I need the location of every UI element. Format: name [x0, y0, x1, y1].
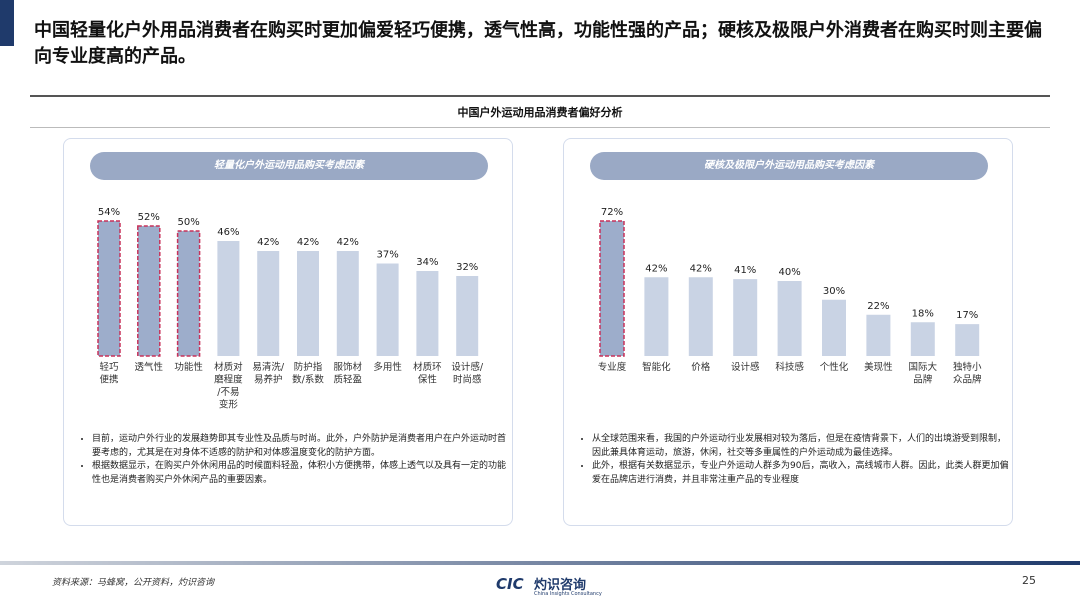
- note: 根据数据显示，在购买户外休闲用品的时候面料轻盈，体积小方便携带，体感上透气以及具…: [92, 460, 512, 487]
- x-tick-label: 个性化: [820, 361, 849, 373]
- value-label: 34%: [416, 257, 438, 268]
- bar: [599, 220, 625, 357]
- bar: [416, 271, 439, 356]
- value-label: 37%: [376, 250, 398, 261]
- bar: [955, 324, 980, 356]
- bar: [257, 251, 280, 356]
- bar: [217, 241, 240, 356]
- subtitle: 中国户外运动用品消费者偏好分析: [457, 106, 623, 119]
- chart: 72% 专业度 42% 智能化 42% 价格 41% 设计感 40% 科技感 30% 个性化 22% 美现…: [598, 207, 982, 386]
- chart-title: 硬核及极限户外运动用品购买考虑因素: [590, 152, 988, 180]
- x-tick-label: 独特小众品牌: [953, 361, 982, 386]
- x-tick-label: 材质环保性: [413, 361, 442, 386]
- value-label: 22%: [867, 301, 889, 312]
- bar: [176, 230, 201, 357]
- x-tick-label: 防护指数/系数: [292, 361, 324, 386]
- value-label: 46%: [217, 227, 239, 238]
- logo: CIC: [496, 575, 524, 593]
- value-label: 42%: [690, 263, 712, 274]
- bar: [777, 281, 802, 356]
- value-label: 52%: [138, 212, 160, 223]
- bar: [688, 277, 713, 356]
- x-tick-label: 设计感: [731, 361, 760, 373]
- x-tick-label: 设计感/时尚感: [451, 361, 484, 386]
- value-label: 42%: [337, 237, 359, 248]
- bar: [137, 225, 161, 357]
- bar: [336, 251, 359, 356]
- value-label: 72%: [601, 207, 623, 218]
- x-tick-label: 国际大品牌: [909, 361, 938, 386]
- value-label: 42%: [297, 237, 319, 248]
- bar: [297, 251, 319, 356]
- x-tick-label: 美现性: [864, 361, 893, 373]
- bar: [822, 299, 846, 356]
- panel: 轻量化户外运动用品购买考虑因素 54% 轻巧便携 52% 透气性 50% 功能性 46% 材质…: [63, 138, 513, 526]
- value-label: 42%: [257, 237, 279, 248]
- bar: [644, 277, 669, 356]
- notes: 目前，运动户外行业的发展趋势即其专业性及品质与时尚。此外，户外防护是消费者用户在…: [76, 433, 512, 487]
- notes: 从全球范围来看，我国的户外运动行业发展相对较为落后，但是在疫情背景下，人们的出境…: [576, 433, 1012, 487]
- slide-title: 中国轻量化户外用品消费者在购买时更加偏爱轻巧便携，透气性高，功能性强的产品；硬核…: [34, 20, 1042, 67]
- note: 此外，根据有关数据显示，专业户外运动人群多为90后，高收入，高线城市人群。因此，…: [592, 460, 1012, 487]
- x-tick-label: 价格: [691, 361, 711, 373]
- bar: [97, 220, 121, 357]
- value-label: 42%: [645, 263, 667, 274]
- value-label: 30%: [823, 286, 845, 297]
- x-tick-label: 服饰材质轻盈: [334, 361, 363, 386]
- value-label: 54%: [98, 207, 120, 218]
- x-tick-label: 轻巧便携: [99, 361, 119, 386]
- chart: 54% 轻巧便携 52% 透气性 50% 功能性 46% 材质对磨程度/不易变形 42% 易清洗/…: [97, 207, 484, 411]
- x-tick-label: 功能性: [174, 361, 203, 373]
- page-number: 25: [1022, 574, 1036, 587]
- value-label: 32%: [456, 262, 478, 273]
- source: 资料来源：马蜂窝，公开资料，灼识咨询: [52, 578, 215, 588]
- note: 目前，运动户外行业的发展趋势即其专业性及品质与时尚。此外，户外防护是消费者用户在…: [92, 433, 512, 460]
- value-label: 50%: [177, 217, 199, 228]
- value-label: 18%: [912, 308, 934, 319]
- bar: [456, 276, 479, 356]
- divider: [30, 95, 1050, 97]
- bar: [376, 263, 399, 356]
- x-tick-label: 专业度: [598, 361, 627, 373]
- panel: 硬核及极限户外运动用品购买考虑因素 72% 专业度 42% 智能化 42% 价格 41% 设计…: [563, 138, 1013, 526]
- x-tick-label: 科技感: [775, 361, 804, 373]
- footer-band: [0, 561, 1080, 565]
- chart-title: 轻量化户外运动用品购买考虑因素: [90, 152, 488, 180]
- x-tick-label: 易清洗/易养护: [252, 361, 285, 386]
- value-label: 17%: [956, 310, 978, 321]
- x-tick-label: 材质对磨程度/不易变形: [214, 361, 243, 411]
- value-label: 41%: [734, 265, 756, 276]
- x-tick-label: 智能化: [642, 361, 671, 373]
- note: 从全球范围来看，我国的户外运动行业发展相对较为落后，但是在疫情背景下，人们的出境…: [592, 433, 1012, 460]
- bar: [733, 279, 758, 356]
- divider: [30, 127, 1050, 128]
- value-label: 40%: [778, 267, 800, 278]
- bar: [866, 314, 891, 356]
- bar: [910, 322, 935, 356]
- header-accent: [0, 0, 14, 46]
- x-tick-label: 透气性: [135, 361, 164, 373]
- company: 灼识咨询: [534, 578, 587, 593]
- company-en: China Insights Consultancy: [534, 591, 602, 597]
- x-tick-label: 多用性: [373, 361, 402, 373]
